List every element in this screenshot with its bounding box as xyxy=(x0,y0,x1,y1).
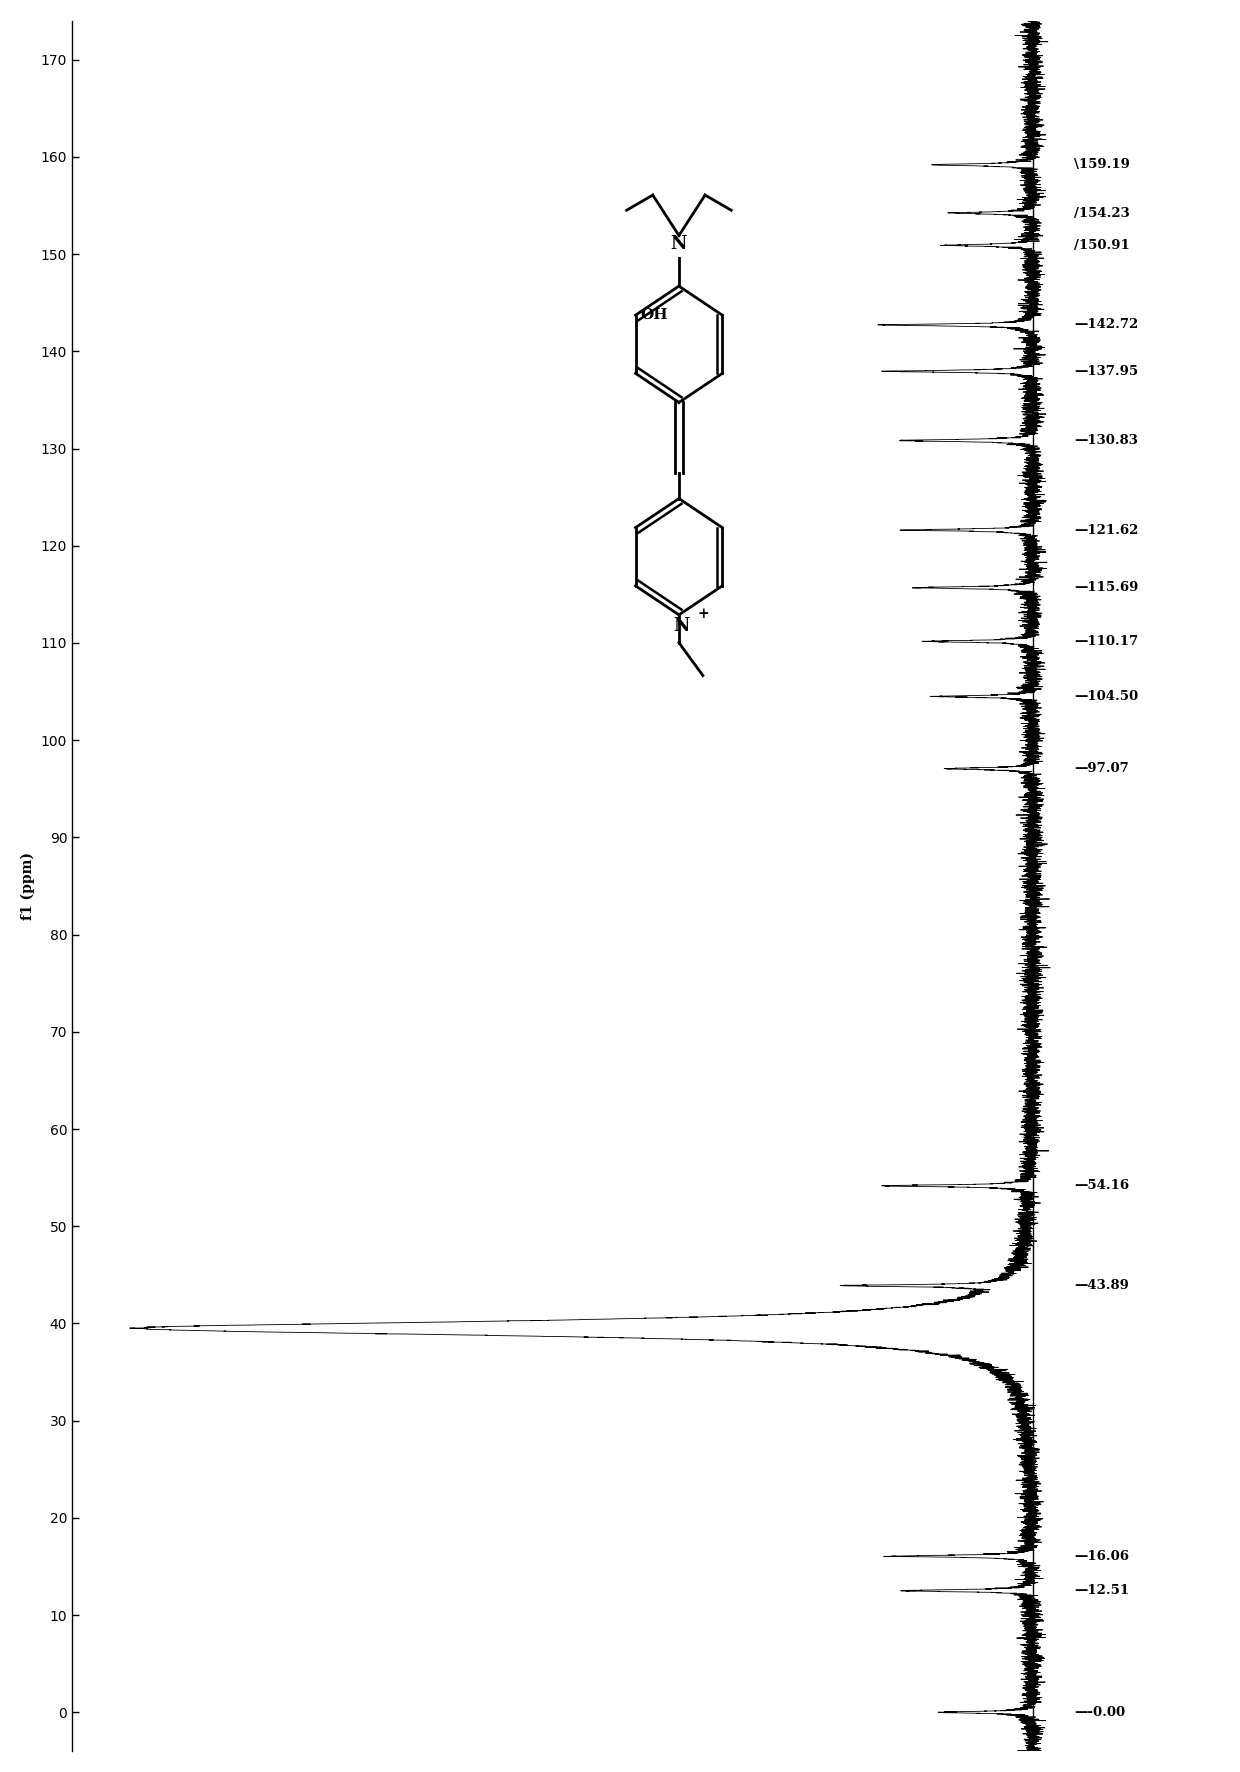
Text: —12.51: —12.51 xyxy=(1074,1584,1130,1597)
Text: —43.89: —43.89 xyxy=(1074,1279,1130,1292)
Text: /154.23: /154.23 xyxy=(1074,207,1130,220)
Text: —104.50: —104.50 xyxy=(1074,689,1138,703)
Text: —110.17: —110.17 xyxy=(1074,634,1138,649)
Text: \159.19: \159.19 xyxy=(1074,158,1130,172)
Text: —16.06: —16.06 xyxy=(1074,1550,1130,1563)
Text: /150.91: /150.91 xyxy=(1074,239,1130,252)
Text: —121.62: —121.62 xyxy=(1074,523,1138,537)
Text: —115.69: —115.69 xyxy=(1074,581,1138,594)
Text: —130.83: —130.83 xyxy=(1074,434,1138,447)
Text: —54.16: —54.16 xyxy=(1074,1180,1130,1193)
Text: —-0.00: —-0.00 xyxy=(1074,1706,1126,1719)
Text: —142.72: —142.72 xyxy=(1074,319,1138,331)
Y-axis label: f1 (ppm): f1 (ppm) xyxy=(21,852,35,920)
Text: —137.95: —137.95 xyxy=(1074,365,1138,377)
Text: —97.07: —97.07 xyxy=(1074,762,1128,774)
